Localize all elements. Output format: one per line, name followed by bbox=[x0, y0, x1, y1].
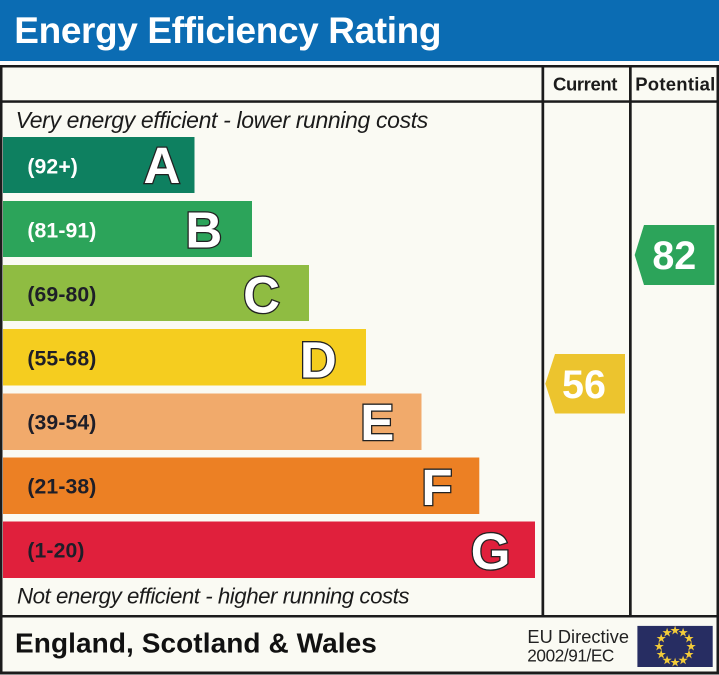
svg-text:Not energy efficient - higher: Not energy efficient - higher running co… bbox=[17, 584, 409, 609]
svg-text:Current: Current bbox=[553, 74, 617, 95]
svg-text:A: A bbox=[143, 137, 180, 194]
svg-text:56: 56 bbox=[562, 363, 606, 407]
svg-text:(69-80): (69-80) bbox=[27, 284, 96, 307]
svg-text:(21-38): (21-38) bbox=[27, 476, 96, 499]
svg-text:(55-68): (55-68) bbox=[27, 348, 96, 371]
svg-text:E: E bbox=[360, 394, 394, 451]
svg-text:D: D bbox=[300, 332, 337, 389]
svg-text:2002/91/EC: 2002/91/EC bbox=[527, 645, 614, 665]
svg-text:(39-54): (39-54) bbox=[27, 412, 96, 435]
svg-text:(92+): (92+) bbox=[27, 156, 78, 179]
svg-text:EU Directive: EU Directive bbox=[527, 627, 629, 647]
svg-text:G: G bbox=[471, 523, 511, 580]
svg-text:B: B bbox=[185, 202, 222, 259]
svg-text:(81-91): (81-91) bbox=[27, 220, 96, 243]
svg-text:82: 82 bbox=[652, 234, 696, 278]
svg-text:F: F bbox=[421, 459, 452, 516]
svg-text:Potential: Potential bbox=[635, 74, 715, 95]
svg-text:(1-20): (1-20) bbox=[27, 540, 84, 563]
svg-text:Energy Efficiency Rating: Energy Efficiency Rating bbox=[14, 10, 441, 51]
svg-text:England, Scotland & Wales: England, Scotland & Wales bbox=[15, 628, 377, 659]
svg-text:C: C bbox=[243, 267, 280, 324]
svg-text:Very energy efficient - lower: Very energy efficient - lower running co… bbox=[16, 107, 429, 133]
